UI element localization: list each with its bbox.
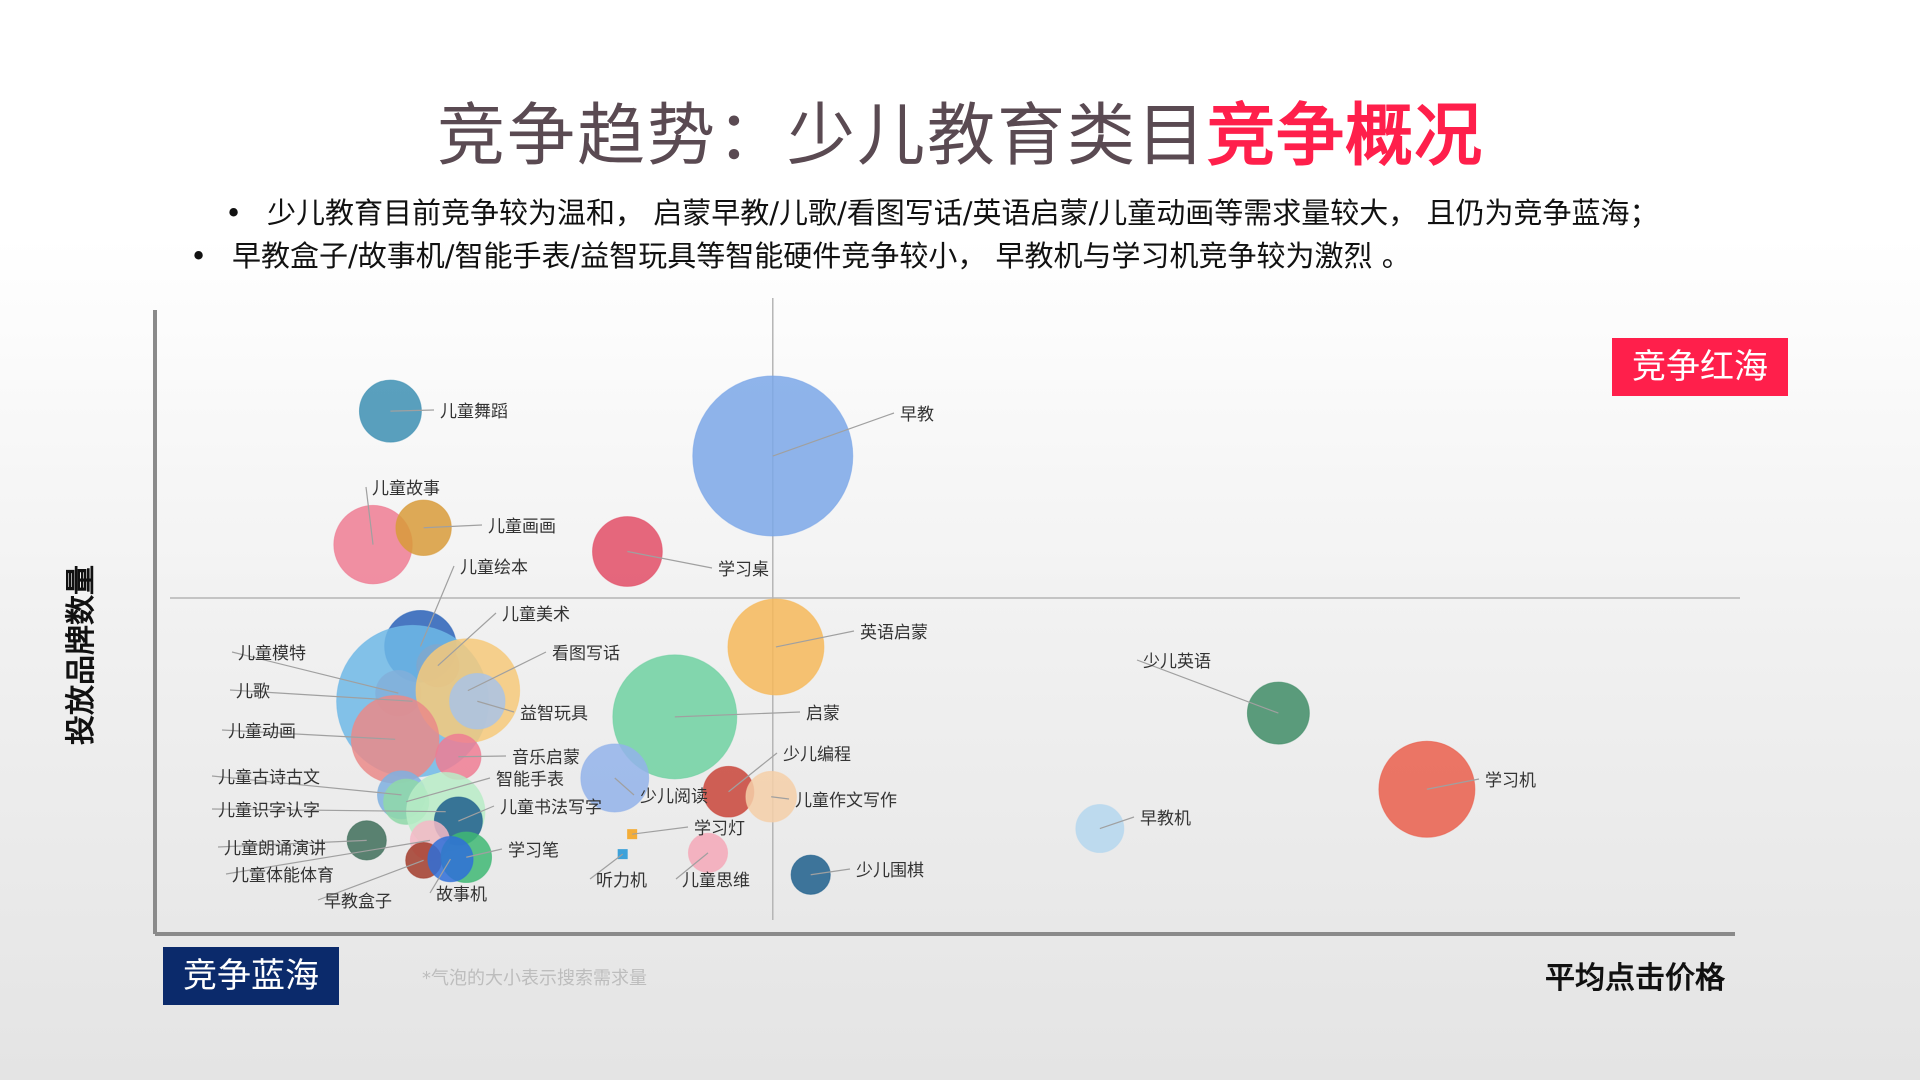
leader-line-29 <box>317 859 424 901</box>
bubble-label-8: 儿童模特 <box>238 644 306 664</box>
leader-line-19 <box>728 752 778 793</box>
bubble-label-31: 故事机 <box>436 885 487 905</box>
leader-line-18 <box>614 777 635 796</box>
bubble-label-2: 儿童舞蹈 <box>440 402 508 422</box>
leader-line-7 <box>437 612 497 667</box>
leader-line-25 <box>458 805 495 822</box>
leader-line-23 <box>406 777 491 803</box>
bubble-label-27: 儿童朗诵演讲 <box>224 839 326 859</box>
leader-line-14 <box>674 711 801 718</box>
bubble-label-17: 学习机 <box>1485 771 1536 791</box>
bubble-label-3: 儿童故事 <box>372 479 440 499</box>
leader-line-22 <box>211 775 402 796</box>
bubble-label-13: 音乐启蒙 <box>512 748 580 768</box>
bubble-label-22: 儿童古诗古文 <box>218 768 320 788</box>
blue-sea-tag: 竞争蓝海 <box>163 947 339 1005</box>
bullet-text-1: 少儿教育目前竞争较为温和， 启蒙早教/儿歌/看图写话/英语启蒙/儿童动画等需求量… <box>267 196 1659 230</box>
bubble-label-11: 益智玩具 <box>520 704 588 724</box>
bubble-label-9: 儿歌 <box>236 682 270 702</box>
bubble-label-23: 智能手表 <box>496 770 564 790</box>
bubble-label-12: 儿童动画 <box>228 722 296 742</box>
bubble-label-20: 儿童作文写作 <box>795 791 897 811</box>
leader-line-20 <box>771 796 790 800</box>
leader-line-34 <box>810 868 851 876</box>
leader-line-1 <box>772 412 895 457</box>
bullet-item-2: • 早教盒子/故事机/智能手表/益智玩具等智能硬件竞争较小， 早教机与学习机竞争较… <box>190 236 1411 276</box>
bubble-size-note: *气泡的大小表示搜索需求量 <box>422 968 647 989</box>
leader-line-16 <box>1136 659 1279 714</box>
bubble-label-6: 儿童绘本 <box>460 558 528 578</box>
bubble-label-10: 看图写话 <box>552 644 620 664</box>
bubble-label-24: 儿童识字认字 <box>218 801 320 821</box>
bubble-label-32: 听力机 <box>596 871 647 891</box>
bubble-label-29: 早教盒子 <box>324 892 392 912</box>
x-axis-label: 平均点击价格 <box>1545 961 1725 996</box>
bubble-label-21: 早教机 <box>1140 809 1191 829</box>
red-sea-tag: 竞争红海 <box>1612 338 1788 396</box>
leader-line-30 <box>466 848 503 858</box>
bullet-dot: • <box>225 196 243 230</box>
bubble-label-14: 启蒙 <box>806 704 840 724</box>
bubble-marker-11 <box>449 673 506 730</box>
leader-line-27 <box>217 839 367 848</box>
bullet-text-2: 早教盒子/故事机/智能手表/益智玩具等智能硬件竞争较小， 早教机与学习机竞争较为… <box>232 239 1411 273</box>
leader-line-4 <box>423 524 483 529</box>
leader-line-28 <box>225 839 431 875</box>
bubble-label-5: 学习桌 <box>718 560 769 580</box>
leader-line-15 <box>775 630 855 648</box>
leader-line-2 <box>390 409 435 412</box>
leader-line-8 <box>231 651 399 694</box>
leader-line-13 <box>458 755 507 758</box>
bubble-label-18: 少儿阅读 <box>640 787 708 807</box>
bubble-marker-5 <box>592 516 663 587</box>
title-accent: 竞争概况 <box>1207 97 1484 176</box>
bubble-label-16: 少儿英语 <box>1143 652 1211 672</box>
leader-line-26 <box>632 826 689 835</box>
leader-line-31 <box>429 858 451 894</box>
leader-line-3 <box>365 486 374 545</box>
leader-line-21 <box>1099 816 1135 830</box>
bullet-item-1: • 少儿教育目前竞争较为温和， 启蒙早教/儿歌/看图写话/英语启蒙/儿童动画等需求… <box>225 193 1659 233</box>
bubble-label-19: 少儿编程 <box>783 745 851 765</box>
leader-line-32 <box>589 853 624 880</box>
leader-line-17 <box>1426 778 1480 790</box>
leader-line-9 <box>229 689 413 702</box>
bubble-label-34: 少儿围棋 <box>856 861 924 881</box>
bubbles <box>333 375 1476 895</box>
leader-line-10 <box>467 651 547 692</box>
bubble-label-4: 儿童画画 <box>488 517 556 537</box>
leader-line-33 <box>675 852 709 880</box>
bubble-label-33: 儿童思维 <box>682 871 750 891</box>
bubble-label-15: 英语启蒙 <box>860 623 928 643</box>
bubble-label-26: 学习灯 <box>694 819 745 839</box>
bubble-label-28: 儿童体能体育 <box>232 866 334 886</box>
page-title: 竞争趋势：少儿教育类目竞争概况 <box>0 92 1920 199</box>
bubble-label-7: 儿童美术 <box>502 605 570 625</box>
leader-line-24 <box>211 808 446 813</box>
bubble-label-25: 儿童书法写字 <box>500 798 602 818</box>
y-axis-label: 投放品牌数量 <box>64 565 99 745</box>
leader-line-5 <box>627 550 713 569</box>
bullet-dot: • <box>190 239 208 273</box>
leader-line-12 <box>221 729 396 740</box>
leader-line-11 <box>477 700 515 713</box>
bubble-label-1: 早教 <box>900 405 934 425</box>
title-main: 竞争趋势：少儿教育类目 <box>436 97 1207 176</box>
leader-line-6 <box>419 565 455 647</box>
bubble-label-30: 学习笔 <box>508 841 559 861</box>
bubble-marker-34 <box>790 854 831 895</box>
